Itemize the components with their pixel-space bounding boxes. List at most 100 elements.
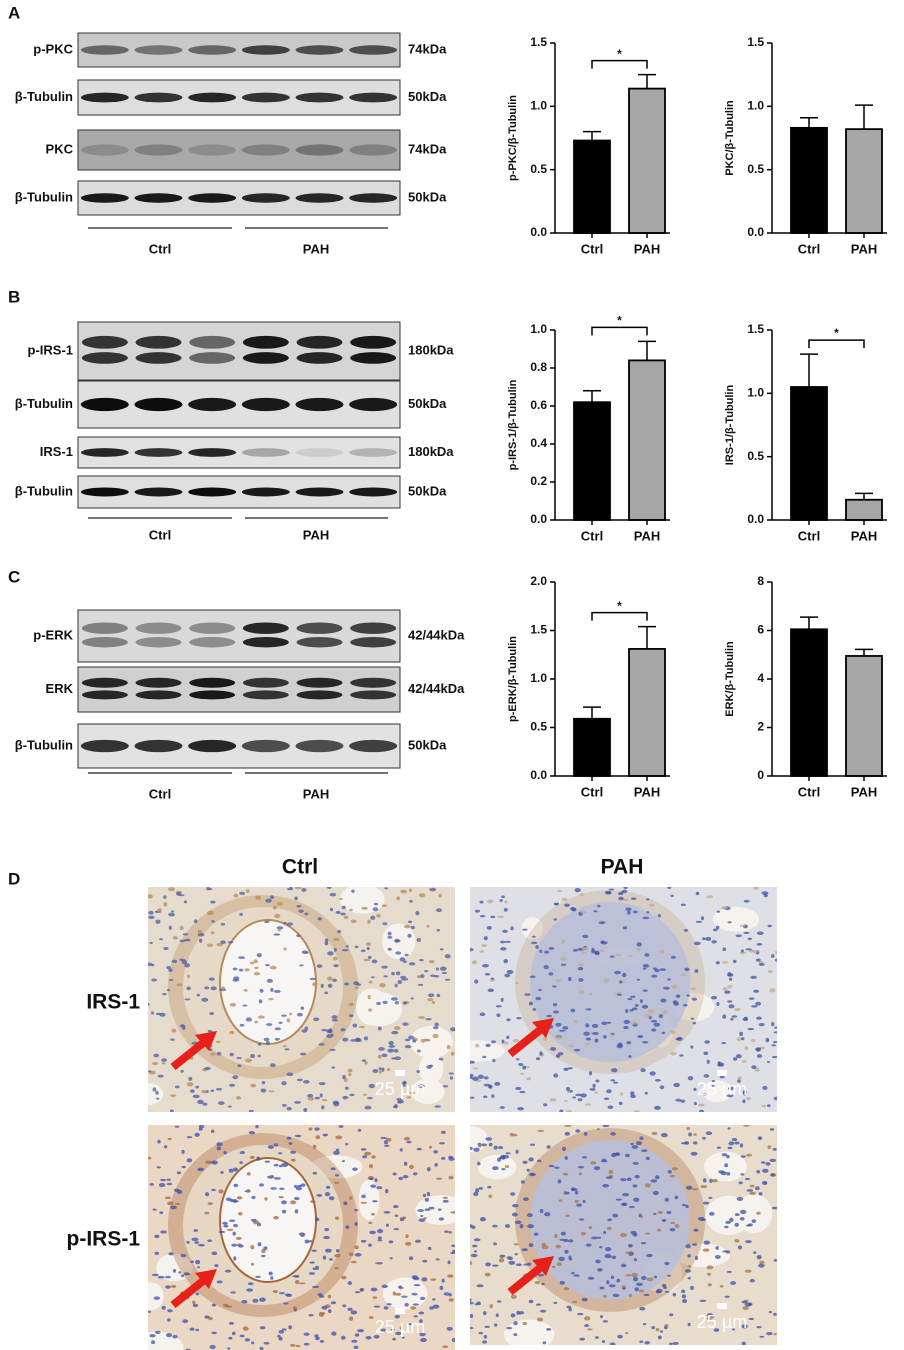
nucleus: [195, 1328, 200, 1332]
nucleus: [210, 900, 216, 904]
blot-band: [241, 193, 290, 203]
nucleus: [670, 894, 674, 898]
nucleus: [772, 1147, 777, 1151]
nucleus: [675, 1098, 682, 1102]
nucleus: [530, 1172, 535, 1176]
nucleus: [254, 1020, 258, 1024]
nucleus: [476, 1284, 484, 1288]
nucleus: [711, 995, 718, 1000]
nucleus: [605, 1176, 613, 1179]
nucleus: [148, 915, 155, 919]
nucleus: [707, 1272, 711, 1276]
nucleus: [738, 1181, 743, 1185]
nucleus: [732, 1057, 738, 1061]
nucleus: [351, 889, 355, 893]
alveolus: [470, 1040, 505, 1062]
nucleus: [169, 1109, 174, 1112]
nucleus: [154, 1234, 160, 1239]
nucleus: [168, 979, 174, 982]
nucleus: [263, 1342, 270, 1345]
nucleus: [382, 922, 388, 926]
nucleus: [307, 1093, 314, 1098]
nucleus: [298, 1232, 306, 1236]
y-tick-label: 1.5: [530, 35, 547, 49]
blot-band: [80, 487, 129, 497]
nucleus: [437, 1208, 442, 1211]
nucleus: [744, 1240, 752, 1244]
nucleus: [564, 1249, 569, 1254]
nucleus: [727, 984, 733, 989]
nucleus: [736, 1196, 744, 1202]
nucleus: [758, 1192, 763, 1196]
nucleus: [250, 1218, 257, 1222]
nucleus: [340, 912, 346, 916]
nucleus: [744, 1269, 752, 1273]
nucleus: [706, 1265, 714, 1270]
nucleus: [309, 1240, 313, 1243]
nucleus: [425, 1018, 432, 1021]
nucleus: [443, 1292, 450, 1296]
nucleus: [151, 978, 158, 982]
nucleus: [290, 1158, 296, 1162]
nucleus: [581, 947, 589, 951]
nucleus: [634, 1174, 640, 1179]
nucleus: [369, 1230, 376, 1235]
nucleus: [372, 1200, 378, 1203]
nucleus: [681, 973, 686, 977]
nucleus: [315, 1265, 319, 1270]
blot-band: [349, 487, 398, 497]
nucleus: [724, 990, 731, 994]
nucleus: [257, 1054, 261, 1058]
nucleus: [561, 1146, 567, 1152]
nucleus: [292, 1306, 298, 1311]
nucleus: [721, 1042, 727, 1045]
nucleus: [585, 1042, 591, 1045]
nucleus: [394, 1000, 399, 1005]
blot-weight: 50kDa: [408, 737, 447, 752]
nucleus: [382, 1000, 388, 1005]
nucleus: [444, 954, 451, 959]
nucleus: [702, 1201, 710, 1205]
nucleus: [749, 1191, 756, 1196]
alveolus: [702, 1080, 733, 1103]
nucleus: [755, 1186, 760, 1191]
nucleus: [478, 1331, 483, 1335]
y-tick-label: 2.0: [530, 574, 547, 588]
x-tick-label: PAH: [634, 528, 660, 543]
nucleus: [289, 1012, 293, 1016]
nucleus: [227, 1105, 232, 1108]
blot-weight: 50kDa: [408, 396, 447, 411]
nucleus: [506, 1326, 513, 1330]
nucleus: [727, 1146, 733, 1150]
nucleus: [699, 1299, 707, 1302]
nucleus: [608, 888, 615, 891]
nucleus: [153, 1296, 161, 1300]
nucleus: [341, 905, 346, 910]
nucleus: [430, 1278, 437, 1281]
nucleus: [420, 1214, 424, 1217]
nucleus: [686, 994, 690, 997]
nucleus: [341, 1160, 345, 1163]
nucleus: [504, 1165, 510, 1169]
nucleus: [408, 1091, 416, 1095]
nucleus: [491, 1264, 499, 1267]
nucleus: [153, 1053, 160, 1058]
nucleus: [664, 1290, 670, 1293]
nucleus: [539, 949, 543, 954]
nucleus: [393, 1228, 400, 1231]
nucleus: [448, 1292, 452, 1297]
nucleus: [402, 1175, 409, 1179]
nucleus: [218, 1230, 226, 1234]
nucleus: [739, 1031, 743, 1037]
nucleus: [180, 1069, 184, 1073]
nucleus: [512, 1203, 519, 1208]
nucleus: [406, 1140, 412, 1144]
nucleus: [597, 904, 601, 908]
blot-weight: 42/44kDa: [408, 681, 465, 696]
nucleus: [179, 1024, 186, 1028]
nucleus: [236, 1056, 242, 1060]
nucleus: [508, 1260, 516, 1265]
nucleus: [690, 1151, 698, 1156]
y-tick-label: 0.5: [747, 449, 764, 463]
nucleus: [207, 1239, 213, 1242]
